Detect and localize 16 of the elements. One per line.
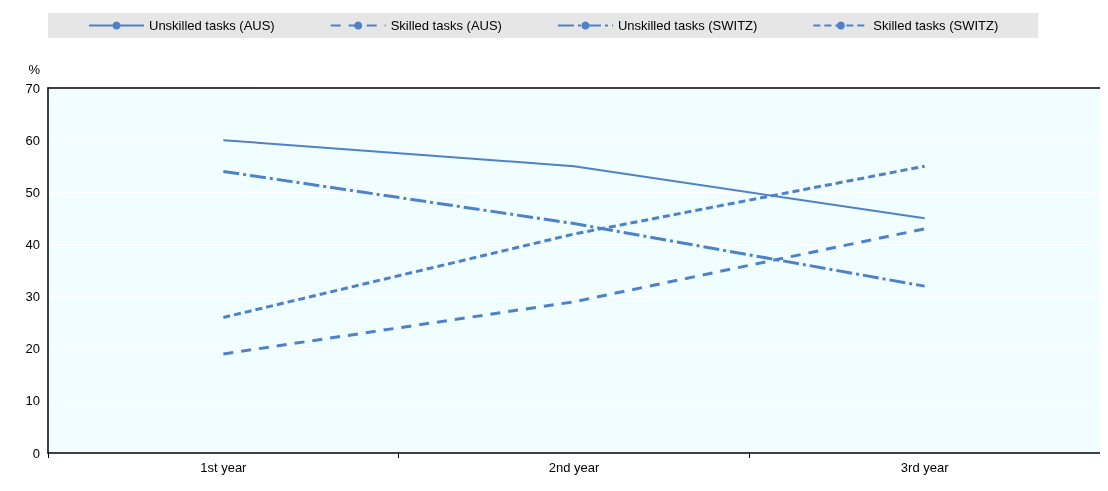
y-tick-label: 20 [25, 341, 40, 357]
y-tick-label: 70 [25, 80, 40, 96]
legend-label: Unskilled tasks (SWITZ) [617, 18, 758, 33]
y-axis-title: % [28, 62, 41, 77]
legend-label: Skilled tasks (SWITZ) [873, 18, 999, 33]
legend-label: Skilled tasks (AUS) [390, 18, 502, 33]
y-tick-label: 50 [25, 184, 40, 200]
x-tick-label: 2nd year [548, 460, 600, 475]
x-tick-label: 1st year [200, 460, 248, 475]
legend-label: Unskilled tasks (AUS) [149, 18, 275, 33]
y-tick-label: 30 [25, 289, 40, 305]
y-tick-label: 60 [25, 132, 40, 148]
y-tick-label: 0 [32, 445, 40, 461]
y-tick-label: 40 [25, 236, 40, 252]
x-tick-label: 3rd year [900, 460, 950, 475]
y-tick-label: 10 [25, 393, 40, 409]
